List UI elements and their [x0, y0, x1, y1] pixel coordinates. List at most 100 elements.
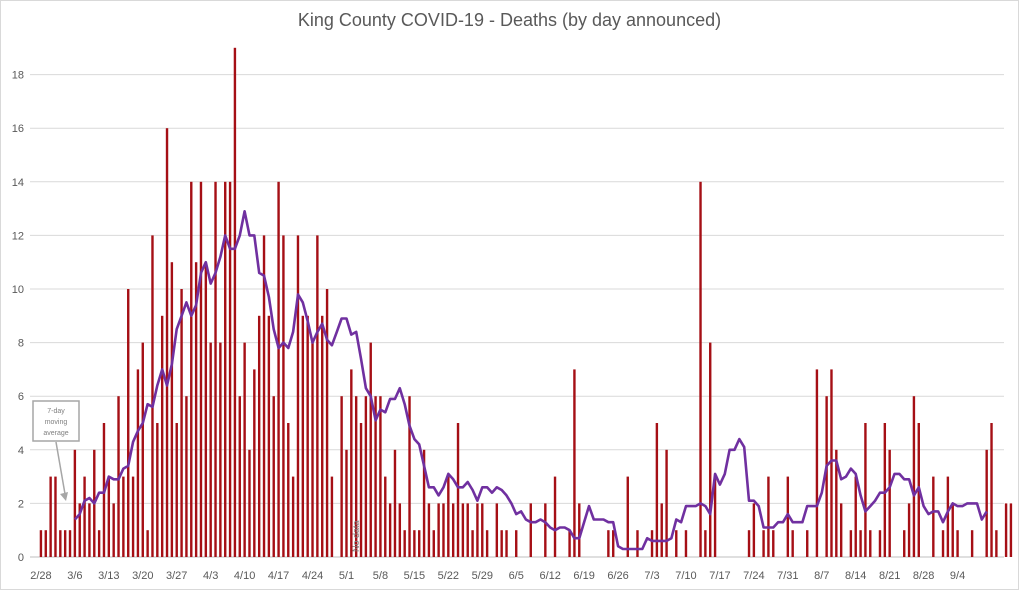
bar — [379, 396, 382, 557]
x-tick-label: 3/6 — [67, 570, 82, 582]
x-tick-labels: 2/28 3/6 3/13 3/20 3/27 4/3 4/10 4/17 4/24 5/1 5/8… — [30, 570, 965, 582]
bar — [345, 449, 348, 557]
x-tick-label: 7/31 — [777, 570, 798, 582]
x-tick-label: 5/22 — [438, 570, 459, 582]
bar — [68, 530, 72, 557]
bar — [160, 315, 164, 557]
bar — [495, 503, 499, 557]
x-tick-label: 9/4 — [950, 570, 965, 582]
bar — [985, 449, 988, 557]
bar — [466, 503, 469, 557]
bar — [384, 476, 387, 557]
bar — [122, 476, 125, 557]
y-tick-label-12: 12 — [12, 230, 24, 242]
bar — [767, 476, 770, 557]
bar — [44, 530, 47, 557]
bar — [209, 342, 212, 557]
moving-average-line — [73, 210, 988, 551]
bar — [59, 530, 62, 557]
bar — [253, 369, 256, 557]
x-tick-label: 8/28 — [913, 570, 934, 582]
bar — [165, 128, 169, 557]
bar — [287, 423, 290, 557]
bar — [825, 396, 828, 557]
bar — [224, 181, 227, 558]
bar — [291, 476, 295, 557]
bar — [709, 342, 712, 557]
x-tick-label: 7/3 — [644, 570, 659, 582]
bar — [432, 530, 435, 557]
bar — [170, 262, 174, 557]
bar — [364, 396, 368, 557]
y-tick-labels: 0 2 4 6 8 10 12 14 16 18 — [12, 70, 24, 564]
bar — [136, 369, 140, 557]
bar — [578, 503, 581, 557]
bar — [752, 503, 756, 557]
chart-title: King County COVID-19 - Deaths (by day an… — [297, 10, 722, 30]
x-tick-label: 3/13 — [98, 570, 119, 582]
callout-box — [32, 400, 80, 442]
y-tick-label-14: 14 — [12, 177, 24, 189]
y-tick-label-16: 16 — [12, 123, 24, 135]
bar — [442, 503, 445, 557]
bar — [272, 396, 275, 557]
bar — [830, 369, 833, 557]
x-tick-label: 8/7 — [814, 570, 829, 582]
bar — [684, 530, 688, 557]
bar — [204, 262, 208, 557]
x-tick-label: 5/29 — [472, 570, 493, 582]
bar — [607, 530, 610, 557]
y-tick-label-10: 10 — [12, 284, 24, 296]
callout-line: average — [43, 430, 68, 437]
bar — [660, 503, 663, 557]
bar — [941, 530, 945, 557]
bar — [359, 423, 363, 557]
bar — [238, 396, 241, 557]
bar — [418, 530, 421, 557]
bar — [907, 503, 911, 557]
bars — [39, 47, 1013, 558]
callout-line: moving — [45, 419, 68, 426]
x-tick-label: 4/3 — [203, 570, 218, 582]
bar — [461, 503, 465, 557]
bar — [471, 530, 474, 557]
bar — [665, 449, 668, 557]
x-tick-label: 6/26 — [607, 570, 628, 582]
bar — [500, 530, 503, 557]
moving-average-series — [73, 210, 988, 551]
bar — [878, 530, 882, 557]
bar — [49, 476, 52, 557]
bar — [515, 530, 518, 557]
bar — [233, 47, 237, 558]
bar — [107, 476, 111, 557]
bar — [713, 476, 717, 557]
bar — [806, 530, 809, 557]
bar — [78, 503, 81, 557]
bar — [956, 530, 959, 557]
bar — [199, 181, 203, 558]
x-tick-label: 7/10 — [675, 570, 696, 582]
bar — [675, 530, 678, 557]
x-tick-label: 4/24 — [302, 570, 323, 582]
bar — [699, 181, 702, 558]
bar — [73, 449, 77, 557]
bar — [262, 235, 266, 557]
bar — [403, 530, 406, 557]
bar — [456, 423, 460, 557]
bar — [815, 369, 819, 557]
bar — [835, 449, 838, 557]
bar — [354, 396, 358, 557]
bar — [568, 530, 571, 557]
bar — [83, 476, 86, 557]
bar — [282, 235, 285, 557]
x-tick-label: 7/17 — [709, 570, 730, 582]
bar — [447, 476, 450, 557]
bar — [39, 530, 43, 557]
bar — [849, 530, 853, 557]
bar — [704, 530, 707, 557]
bar — [151, 235, 154, 557]
bar — [306, 315, 309, 557]
bar — [529, 503, 532, 557]
bar — [214, 181, 217, 558]
